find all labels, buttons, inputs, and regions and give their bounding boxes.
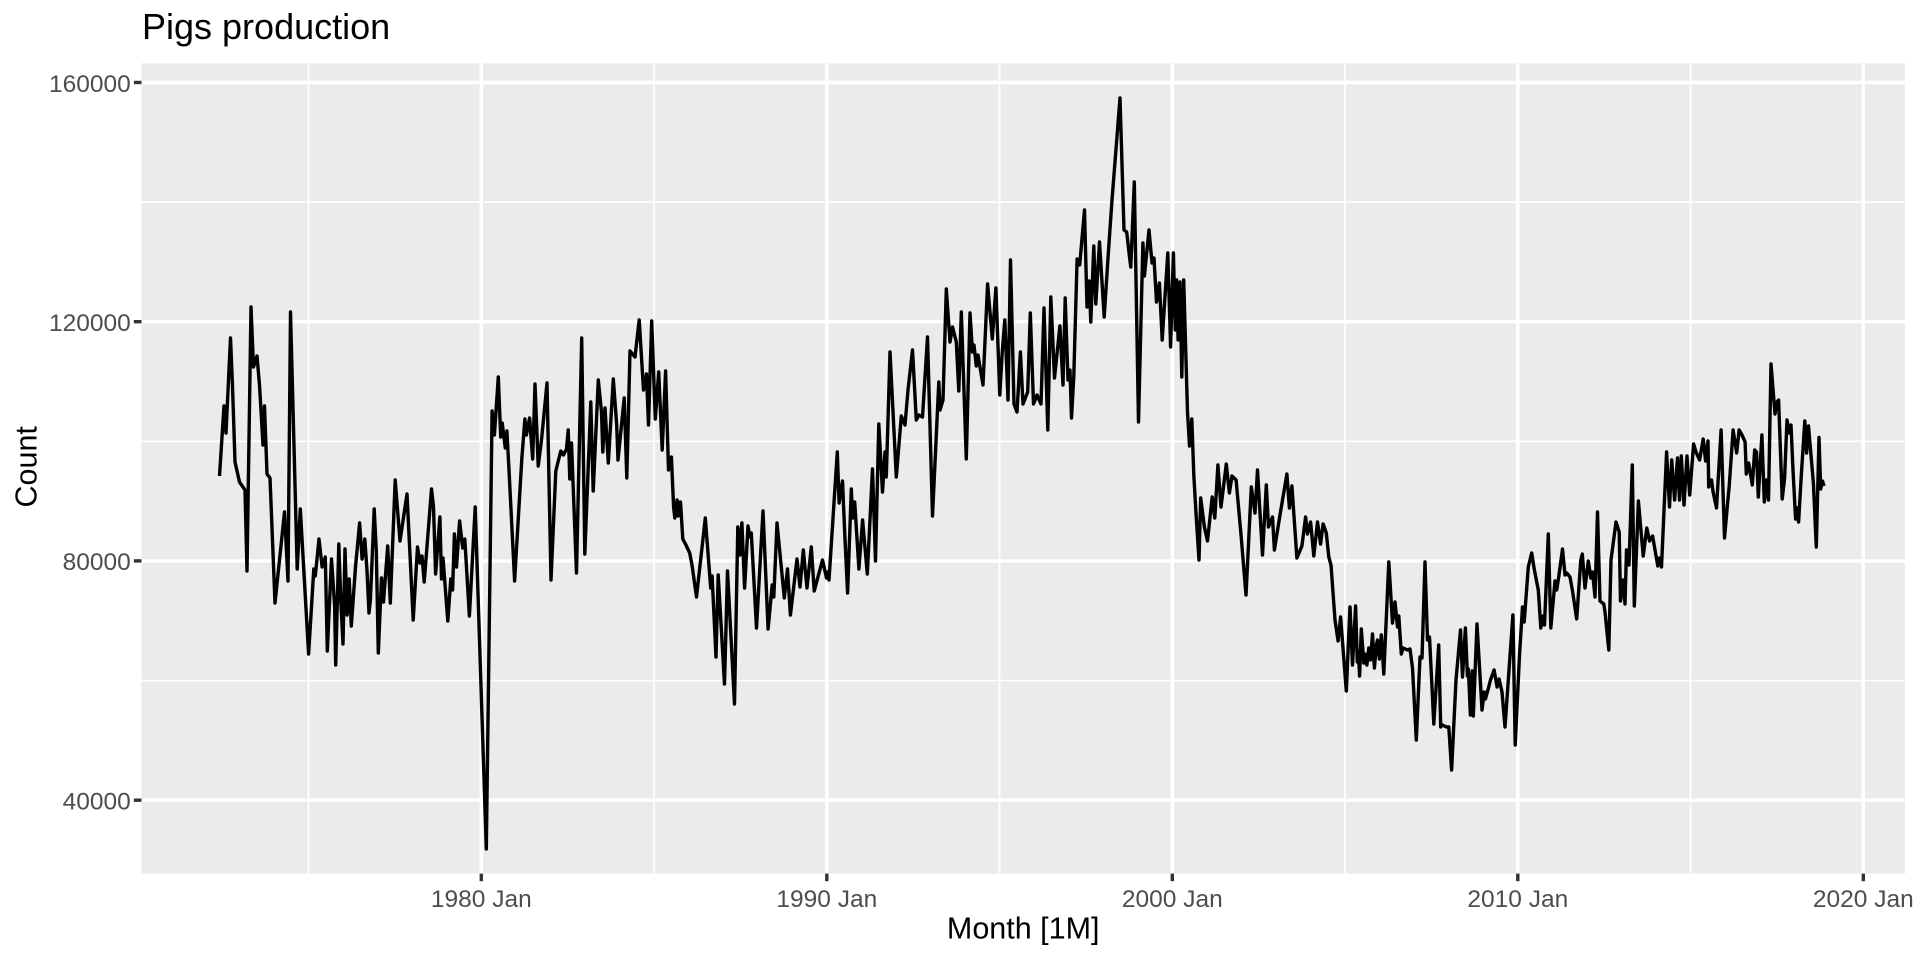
svg-text:Pigs production: Pigs production	[142, 6, 390, 47]
svg-text:1980 Jan: 1980 Jan	[431, 886, 532, 913]
svg-text:Month [1M]: Month [1M]	[947, 912, 1100, 946]
svg-text:160000: 160000	[49, 71, 131, 98]
svg-text:2000 Jan: 2000 Jan	[1122, 886, 1223, 913]
svg-text:2010 Jan: 2010 Jan	[1467, 886, 1568, 913]
svg-text:2020 Jan: 2020 Jan	[1813, 886, 1914, 913]
svg-text:40000: 40000	[63, 789, 131, 816]
svg-text:120000: 120000	[49, 310, 131, 337]
svg-text:1990 Jan: 1990 Jan	[776, 886, 877, 913]
svg-text:80000: 80000	[63, 549, 131, 576]
svg-text:Count: Count	[9, 426, 43, 508]
